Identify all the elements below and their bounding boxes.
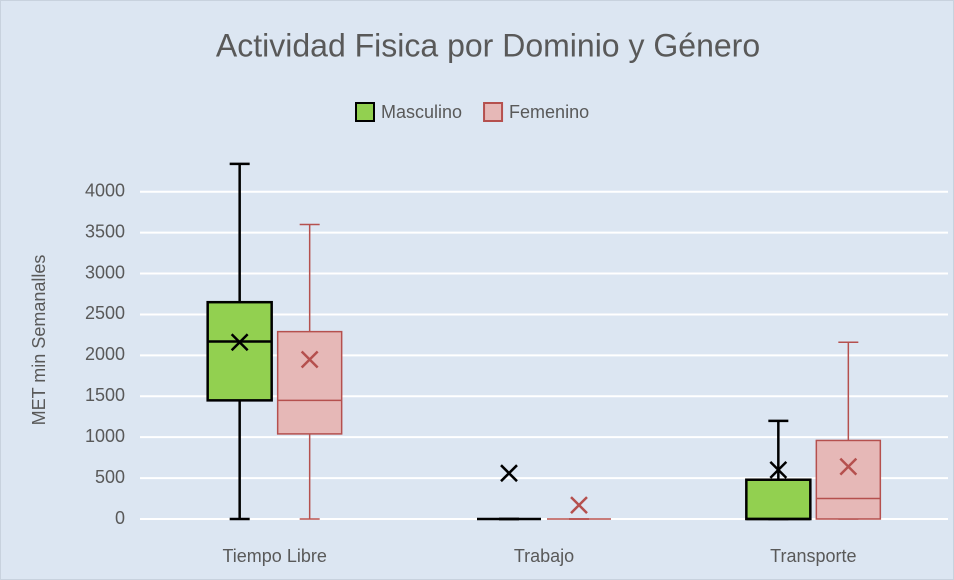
chart-title: Actividad Fisica por Dominio y Género: [216, 27, 760, 63]
mean-marker: [300, 350, 319, 369]
x-tick-label: Trabajo: [514, 546, 574, 566]
mean-marker: [230, 333, 249, 352]
x-tick-label: Tiempo Libre: [222, 546, 326, 566]
y-tick-label: 1500: [85, 385, 125, 405]
legend-label: Masculino: [381, 102, 462, 122]
x-tick-label: Transporte: [770, 546, 856, 566]
y-tick-label: 1000: [85, 426, 125, 446]
y-tick-label: 4000: [85, 180, 125, 200]
legend-swatch: [355, 102, 375, 122]
y-tick-label: 2500: [85, 303, 125, 323]
legend-label: Femenino: [509, 102, 589, 122]
y-axis-label: MET min Semanalles: [29, 255, 49, 426]
y-tick-label: 3500: [85, 221, 125, 241]
legend-swatch: [483, 102, 504, 122]
y-tick-label: 3000: [85, 262, 125, 282]
y-tick-label: 0: [115, 508, 125, 528]
y-tick-label: 2000: [85, 344, 125, 364]
box: [745, 478, 812, 521]
mean-marker: [769, 461, 788, 479]
box: [815, 439, 882, 520]
y-tick-label: 500: [95, 467, 125, 487]
mean-marker: [839, 457, 858, 476]
mean-marker: [500, 464, 518, 483]
box: [206, 300, 273, 402]
mean-marker: [570, 496, 588, 514]
box: [276, 330, 343, 435]
